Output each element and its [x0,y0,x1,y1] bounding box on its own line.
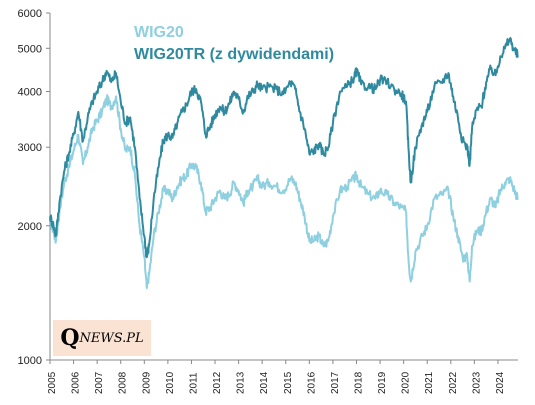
x-tick-label: 2006 [71,371,82,394]
y-tick-label: 1000 [18,355,42,367]
x-tick-label: 2008 [118,371,129,394]
x-tick-label: 2007 [94,371,105,394]
x-tick-label: 2014 [259,371,270,394]
legend: WIG20 WIG20TR (z dywidendami) [134,24,334,63]
legend-label-wig20: WIG20 [134,24,184,41]
x-tick-label: 2017 [330,371,341,394]
y-tick-label: 3000 [18,142,42,154]
series-layer [49,37,519,289]
x-tick-label: 2022 [448,371,459,394]
x-tick-label: 2023 [471,371,482,394]
x-tick-label: 2018 [353,371,364,394]
x-axis: 2005 2006 2007 2008 2009 2010 2011 2012 2013 2014… [47,359,518,394]
x-tick-label: 2005 [47,371,58,394]
y-tick-label: 5000 [18,43,42,55]
x-tick-label: 2011 [188,372,199,394]
x-tick-label: 2020 [401,371,412,394]
logo-letter-q: Q [60,325,80,351]
x-tick-label: 2012 [212,371,223,394]
x-tick-label: 2010 [165,371,176,394]
y-tick-label: 6000 [18,8,42,20]
x-tick-label: 2015 [283,371,294,394]
x-tick-label: 2013 [236,371,247,394]
x-tick-label: 2019 [377,371,388,394]
y-axis: 1000 2000 3000 4000 5000 6000 [18,8,51,367]
series-line-wig20tr [49,37,519,259]
x-tick-label: 2016 [306,371,317,394]
series-line-wig20 [49,94,519,289]
x-tick-label: 2009 [141,371,152,394]
logo-text: NEWS.PL [79,330,144,346]
y-tick-label: 2000 [18,221,42,233]
legend-label-wig20tr: WIG20TR (z dywidendami) [134,46,334,63]
qnews-logo: Q NEWS.PL [53,320,151,356]
x-tick-label: 2024 [495,371,506,394]
y-tick-label: 4000 [18,87,42,99]
x-tick-label: 2021 [424,371,435,394]
